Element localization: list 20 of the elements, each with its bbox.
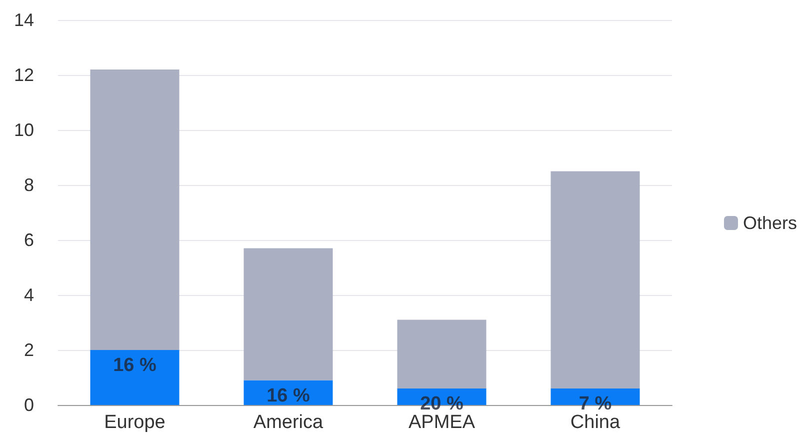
- x-tick-label: Europe: [104, 412, 166, 433]
- y-tick-label: 12: [14, 65, 34, 85]
- bar: [90, 70, 180, 350]
- y-tick-label: 2: [24, 340, 34, 360]
- x-tick-label: APMEA: [408, 412, 476, 433]
- y-tick-label: 14: [14, 10, 34, 30]
- bar: [90, 350, 180, 405]
- x-tick-label: China: [570, 412, 620, 433]
- legend-label: Others: [742, 213, 798, 233]
- y-tick-label: 8: [24, 175, 34, 195]
- bar: [244, 248, 333, 380]
- y-tick-label: 0: [24, 395, 34, 415]
- y-tick-label: 4: [24, 285, 34, 305]
- x-tick-label: America: [253, 412, 324, 433]
- y-tick-label: 6: [24, 230, 34, 250]
- annotation: 16 %: [113, 355, 157, 376]
- y-tick-label: 10: [14, 120, 34, 140]
- bar: [397, 320, 486, 388]
- bar: [550, 171, 640, 388]
- annotation: 16 %: [266, 385, 310, 406]
